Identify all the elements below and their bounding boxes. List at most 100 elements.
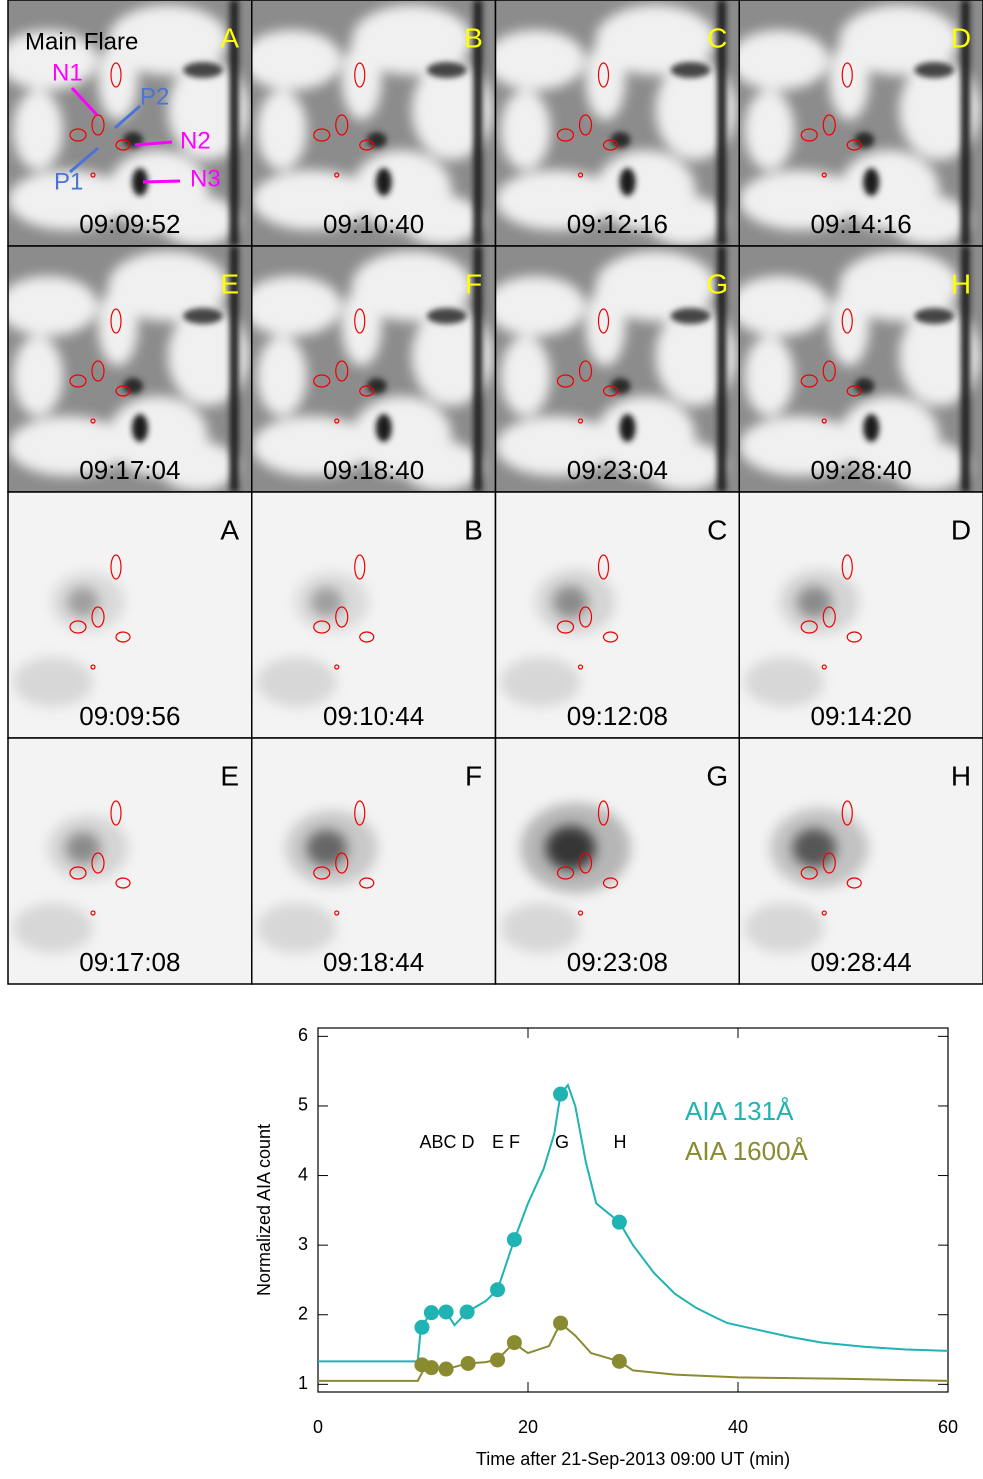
marker	[438, 1304, 454, 1320]
arrow	[142, 179, 181, 184]
contour	[335, 360, 349, 382]
contour	[821, 664, 827, 670]
dark-patch	[670, 62, 711, 78]
legend-label: AIA 131Å	[685, 1096, 794, 1126]
sunspot	[375, 414, 392, 442]
bright-patch	[655, 60, 736, 160]
contour	[822, 852, 836, 874]
contour	[115, 631, 131, 643]
contour	[602, 631, 619, 643]
sunspot	[863, 414, 880, 442]
sunspot	[619, 414, 636, 442]
contour	[313, 128, 331, 142]
series-line	[318, 1083, 949, 1363]
bright-patch	[495, 416, 616, 476]
bright-patch	[108, 251, 228, 321]
bright-patch	[739, 170, 860, 230]
contour	[359, 139, 375, 151]
dark-edge	[229, 0, 239, 246]
panel	[8, 738, 252, 984]
series-line	[318, 1321, 949, 1382]
bright-patch	[645, 195, 726, 245]
contours	[69, 554, 131, 670]
contour	[335, 606, 349, 628]
y-tick-label: 2	[298, 1303, 308, 1323]
bright-patch	[251, 170, 372, 230]
panel	[739, 246, 983, 492]
contour	[800, 866, 818, 880]
bright-patch	[585, 40, 626, 120]
contours	[800, 554, 862, 670]
contours	[313, 554, 375, 670]
bright-patch	[500, 90, 551, 170]
time-annotation: G	[555, 1132, 569, 1152]
contour	[335, 114, 349, 136]
euv-loops	[500, 569, 616, 707]
bright-patch	[739, 416, 860, 476]
dark-patch	[183, 308, 223, 324]
x-tick-label: 0	[313, 1417, 323, 1437]
contours	[313, 62, 375, 178]
contours	[313, 308, 375, 424]
plot-frame	[317, 1027, 949, 1393]
panel-letter: E	[220, 268, 239, 299]
bright-patch	[411, 306, 492, 406]
euv-core	[792, 828, 837, 868]
panel	[8, 0, 252, 246]
panel-letter: A	[220, 22, 239, 53]
sunspot	[366, 378, 387, 394]
panel	[8, 492, 252, 738]
contour	[313, 620, 331, 634]
sunspot	[123, 378, 143, 394]
bright-patch	[108, 5, 228, 75]
sunspot	[366, 132, 387, 148]
y-tick-label: 3	[298, 1234, 308, 1254]
arrow	[69, 146, 99, 174]
x-tick-label: 20	[518, 1417, 538, 1437]
contours	[313, 800, 375, 916]
bright-patch	[168, 306, 248, 406]
marker	[611, 1214, 627, 1230]
contours	[556, 554, 619, 670]
bright-patch	[401, 441, 482, 491]
dark-regions	[366, 246, 483, 492]
time-annotation: E F	[492, 1132, 520, 1152]
contour	[577, 418, 584, 424]
contour	[313, 866, 331, 880]
contour	[556, 866, 575, 880]
marker	[553, 1315, 569, 1331]
marker	[423, 1305, 439, 1321]
y-tick-label: 4	[298, 1164, 308, 1184]
x-tick-label: 40	[728, 1417, 748, 1437]
contour	[110, 800, 122, 826]
panel-time: 09:17:08	[79, 947, 180, 977]
marker	[460, 1355, 476, 1371]
contour	[841, 308, 853, 334]
sunspot	[610, 378, 631, 394]
contour	[556, 128, 575, 142]
y-tick-label: 1	[298, 1373, 308, 1393]
contour	[821, 172, 827, 178]
bright-regions	[251, 5, 492, 245]
panel-time: 09:23:08	[567, 947, 668, 977]
contour	[822, 360, 836, 382]
panel	[739, 738, 983, 984]
contour	[354, 62, 366, 88]
contour	[91, 606, 105, 628]
dark-regions	[123, 0, 239, 246]
bright-patch	[401, 195, 482, 245]
bright-patch	[655, 306, 736, 406]
dark-regions	[123, 246, 239, 492]
panel-letter: H	[951, 268, 971, 299]
contour	[602, 385, 619, 397]
marker	[459, 1304, 475, 1320]
contour	[90, 418, 96, 424]
panel	[251, 738, 496, 984]
polarity-label: N2	[180, 127, 211, 154]
panel	[251, 492, 496, 738]
bright-patch	[739, 30, 830, 90]
bright-patch	[744, 336, 795, 416]
contour	[800, 374, 818, 388]
dark-edge	[961, 0, 970, 246]
